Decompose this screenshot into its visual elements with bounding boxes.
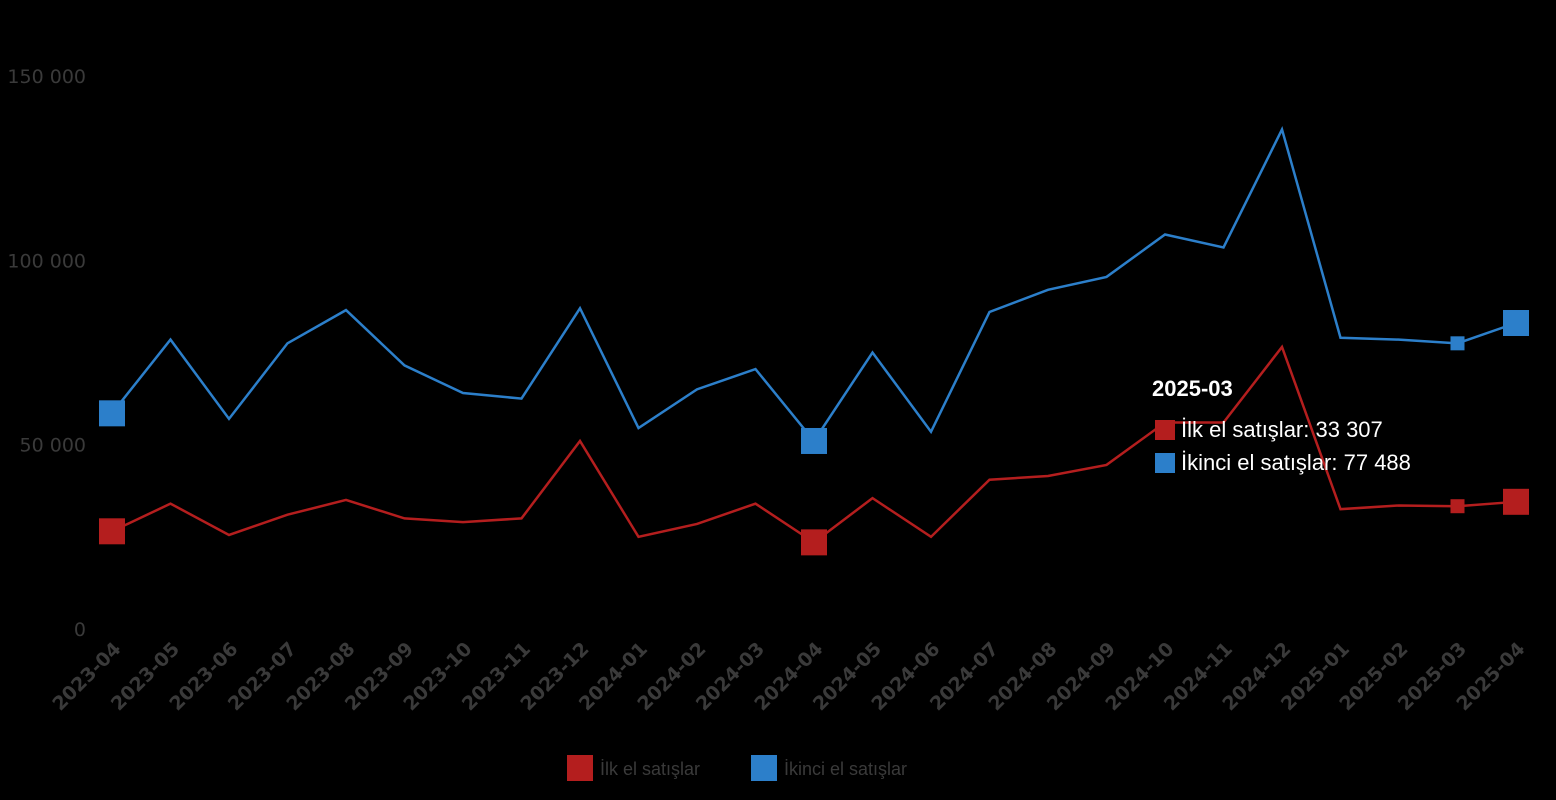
y-axis: 0 50 000 100 000 150 000	[7, 66, 86, 641]
marker-first-hand-2025-04[interactable]	[1503, 488, 1529, 515]
series-line-second-hand	[111, 125, 1517, 444]
tooltip-row-second-hand: İkinci el satışlar: 77 488	[1181, 450, 1411, 475]
legend-swatch-first-hand	[567, 755, 593, 781]
marker-second-hand-2025-04[interactable]	[1503, 310, 1529, 337]
legend-item-first-hand[interactable]: İlk el satışlar	[567, 755, 700, 781]
marker-second-hand-2023-04[interactable]	[99, 400, 125, 427]
y-tick-label: 50 000	[20, 435, 86, 457]
legend-item-second-hand[interactable]: İkinci el satışlar	[751, 755, 907, 781]
series-lines	[111, 125, 1517, 544]
marker-second-hand-2024-04[interactable]	[801, 427, 827, 454]
x-axis: 2023-042023-052023-062023-072023-082023-…	[48, 638, 1529, 715]
marker-first-hand-2025-03[interactable]	[1450, 499, 1465, 514]
tooltip-swatch-second-hand	[1155, 453, 1175, 473]
y-tick-label: 0	[74, 619, 86, 641]
y-tick-label: 100 000	[7, 250, 86, 272]
marker-first-hand-2023-04[interactable]	[99, 518, 125, 545]
tooltip: 2025-03 İlk el satışlar: 33 307 İkinci e…	[1152, 376, 1411, 475]
tooltip-row-first-hand: İlk el satışlar: 33 307	[1181, 417, 1383, 442]
tooltip-swatch-first-hand	[1155, 420, 1175, 440]
series-markers	[99, 310, 1529, 556]
legend: İlk el satışlar İkinci el satışlar	[567, 755, 907, 781]
tooltip-title: 2025-03	[1152, 376, 1233, 401]
marker-second-hand-2025-03[interactable]	[1450, 336, 1465, 351]
legend-label-second-hand: İkinci el satışlar	[784, 759, 907, 779]
legend-label-first-hand: İlk el satışlar	[600, 759, 700, 779]
y-tick-label: 150 000	[7, 66, 86, 88]
legend-swatch-second-hand	[751, 755, 777, 781]
marker-first-hand-2024-04[interactable]	[801, 529, 827, 556]
